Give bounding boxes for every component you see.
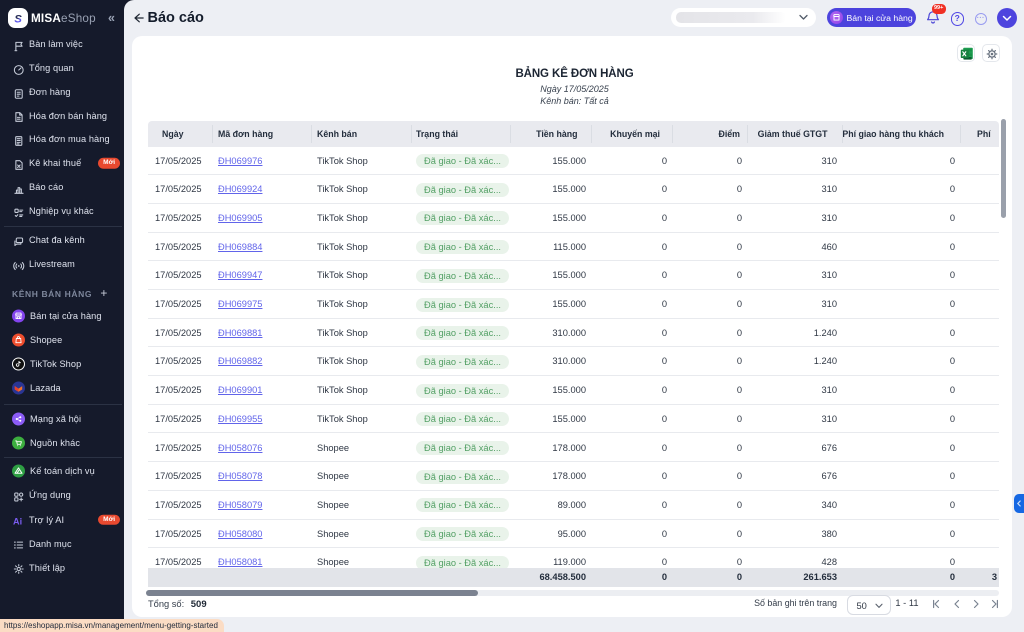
svg-text:Ai: Ai xyxy=(13,516,22,526)
svg-text:S: S xyxy=(14,13,22,25)
